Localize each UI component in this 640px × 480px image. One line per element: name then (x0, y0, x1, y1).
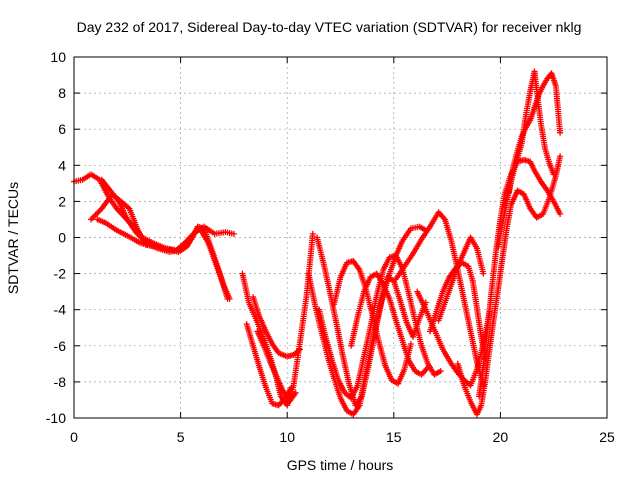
series-track-m (348, 270, 431, 378)
series-track-q (435, 234, 487, 324)
x-tick-label: 20 (493, 429, 509, 445)
data-point (143, 241, 150, 248)
series-track-k (316, 252, 444, 402)
data-point (226, 295, 233, 302)
x-axis-ticks: 0 5 10 15 20 25 (70, 57, 615, 445)
data-point (557, 153, 564, 160)
y-tick-label: 0 (58, 230, 66, 246)
data-point (480, 270, 487, 277)
y-tick-label: -2 (54, 266, 67, 282)
data-point (407, 340, 414, 347)
series-track-g (243, 321, 295, 409)
x-tick-label: 5 (177, 429, 185, 445)
y-tick-label: -8 (54, 374, 67, 390)
y-tick-label: 8 (58, 85, 66, 101)
data-point (424, 364, 431, 371)
y-tick-label: 4 (58, 157, 66, 173)
series-track-h (254, 328, 299, 405)
data-point (550, 171, 557, 178)
data-point (288, 384, 295, 391)
series-track-f (250, 294, 303, 360)
y-tick-label: 10 (50, 49, 66, 65)
data-marks (71, 68, 564, 418)
y-tick-label: 6 (58, 121, 66, 137)
data-point (437, 368, 444, 375)
y-tick-label: 2 (58, 193, 66, 209)
x-tick-label: 25 (599, 429, 615, 445)
y-tick-label: -10 (46, 410, 66, 426)
data-point (292, 389, 299, 396)
data-point (230, 230, 237, 237)
x-tick-label: 10 (279, 429, 295, 445)
data-point (557, 129, 564, 136)
series-track-c (94, 216, 233, 302)
chart-title: Day 232 of 2017, Sidereal Day-to-day VTE… (77, 19, 582, 35)
data-point (309, 230, 316, 237)
data-point (296, 346, 303, 353)
y-tick-label: -6 (54, 338, 67, 354)
data-point (557, 211, 564, 218)
x-axis-label: GPS time / hours (287, 457, 394, 473)
x-tick-label: 0 (70, 429, 78, 445)
y-axis-label: SDTVAR / TECUs (5, 182, 21, 294)
series-track-d (88, 191, 150, 248)
series-track-u (505, 70, 564, 196)
y-axis-ticks: -10 -8 -6 -4 -2 0 2 4 6 8 10 (46, 49, 607, 426)
y-tick-label: -4 (54, 302, 67, 318)
series-track-r (454, 153, 564, 418)
x-tick-label: 15 (386, 429, 402, 445)
series-track-b (98, 176, 231, 302)
